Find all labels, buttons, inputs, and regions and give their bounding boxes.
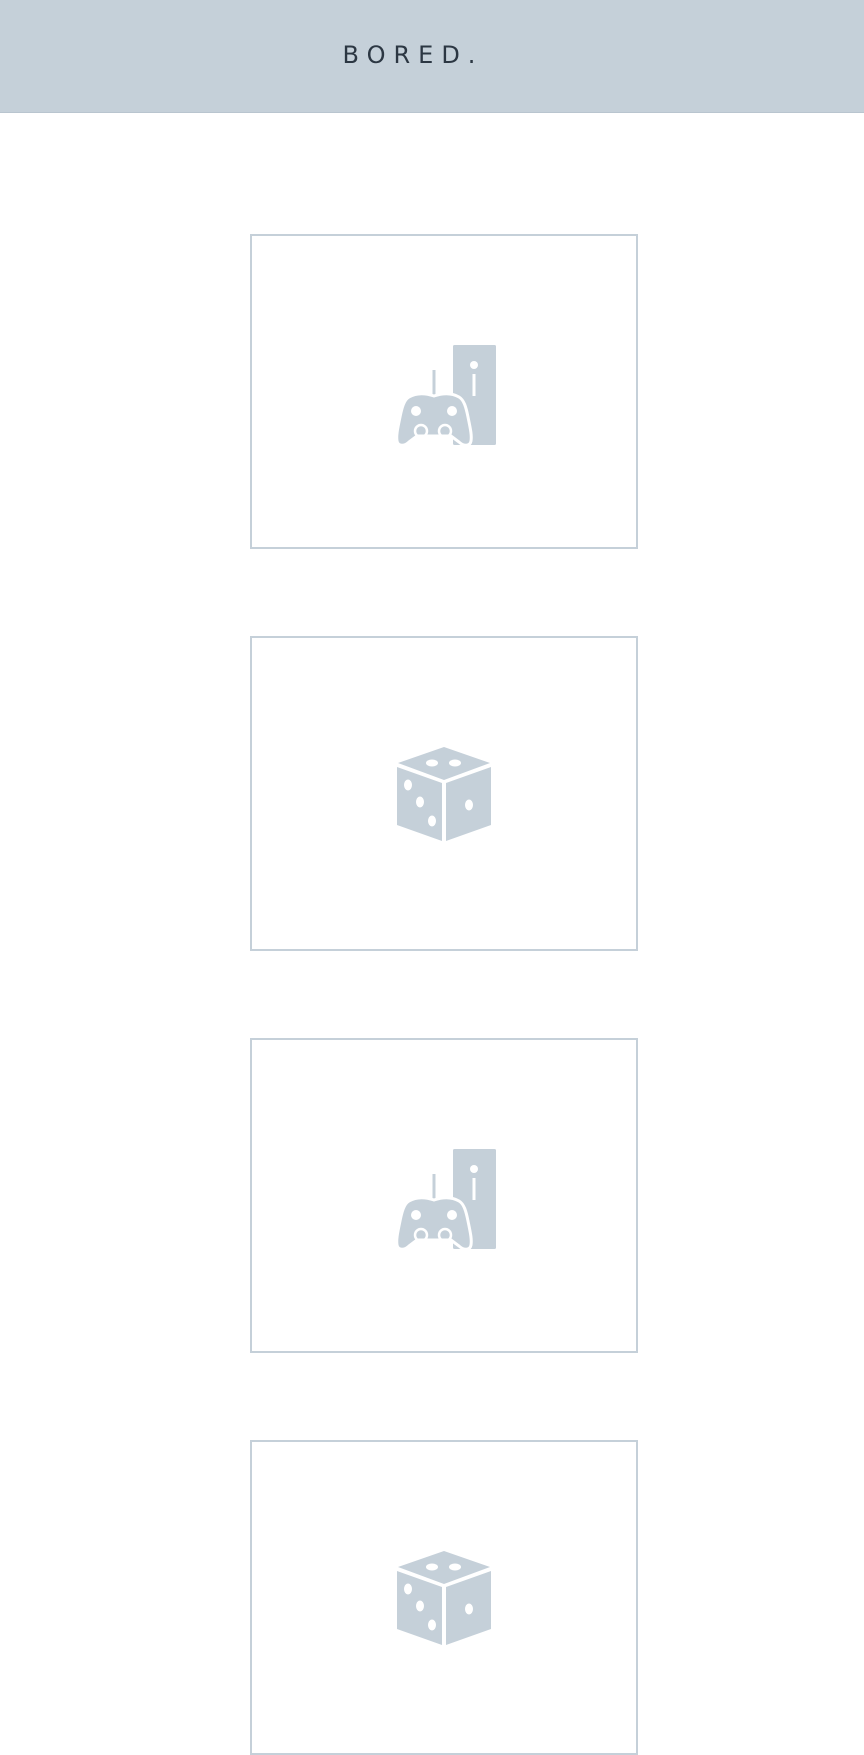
activity-card-video-games[interactable] xyxy=(250,1038,638,1353)
app-header: BORED. xyxy=(0,0,864,113)
game-console-icon xyxy=(395,1148,496,1251)
dice-icon xyxy=(397,746,491,841)
app-title[interactable]: BORED. xyxy=(342,41,484,69)
dice-icon xyxy=(397,1550,491,1645)
activity-card-video-games[interactable] xyxy=(250,234,638,549)
activity-card-board-games[interactable] xyxy=(250,636,638,951)
activity-card-board-games[interactable] xyxy=(250,1440,638,1755)
game-console-icon xyxy=(395,344,496,447)
